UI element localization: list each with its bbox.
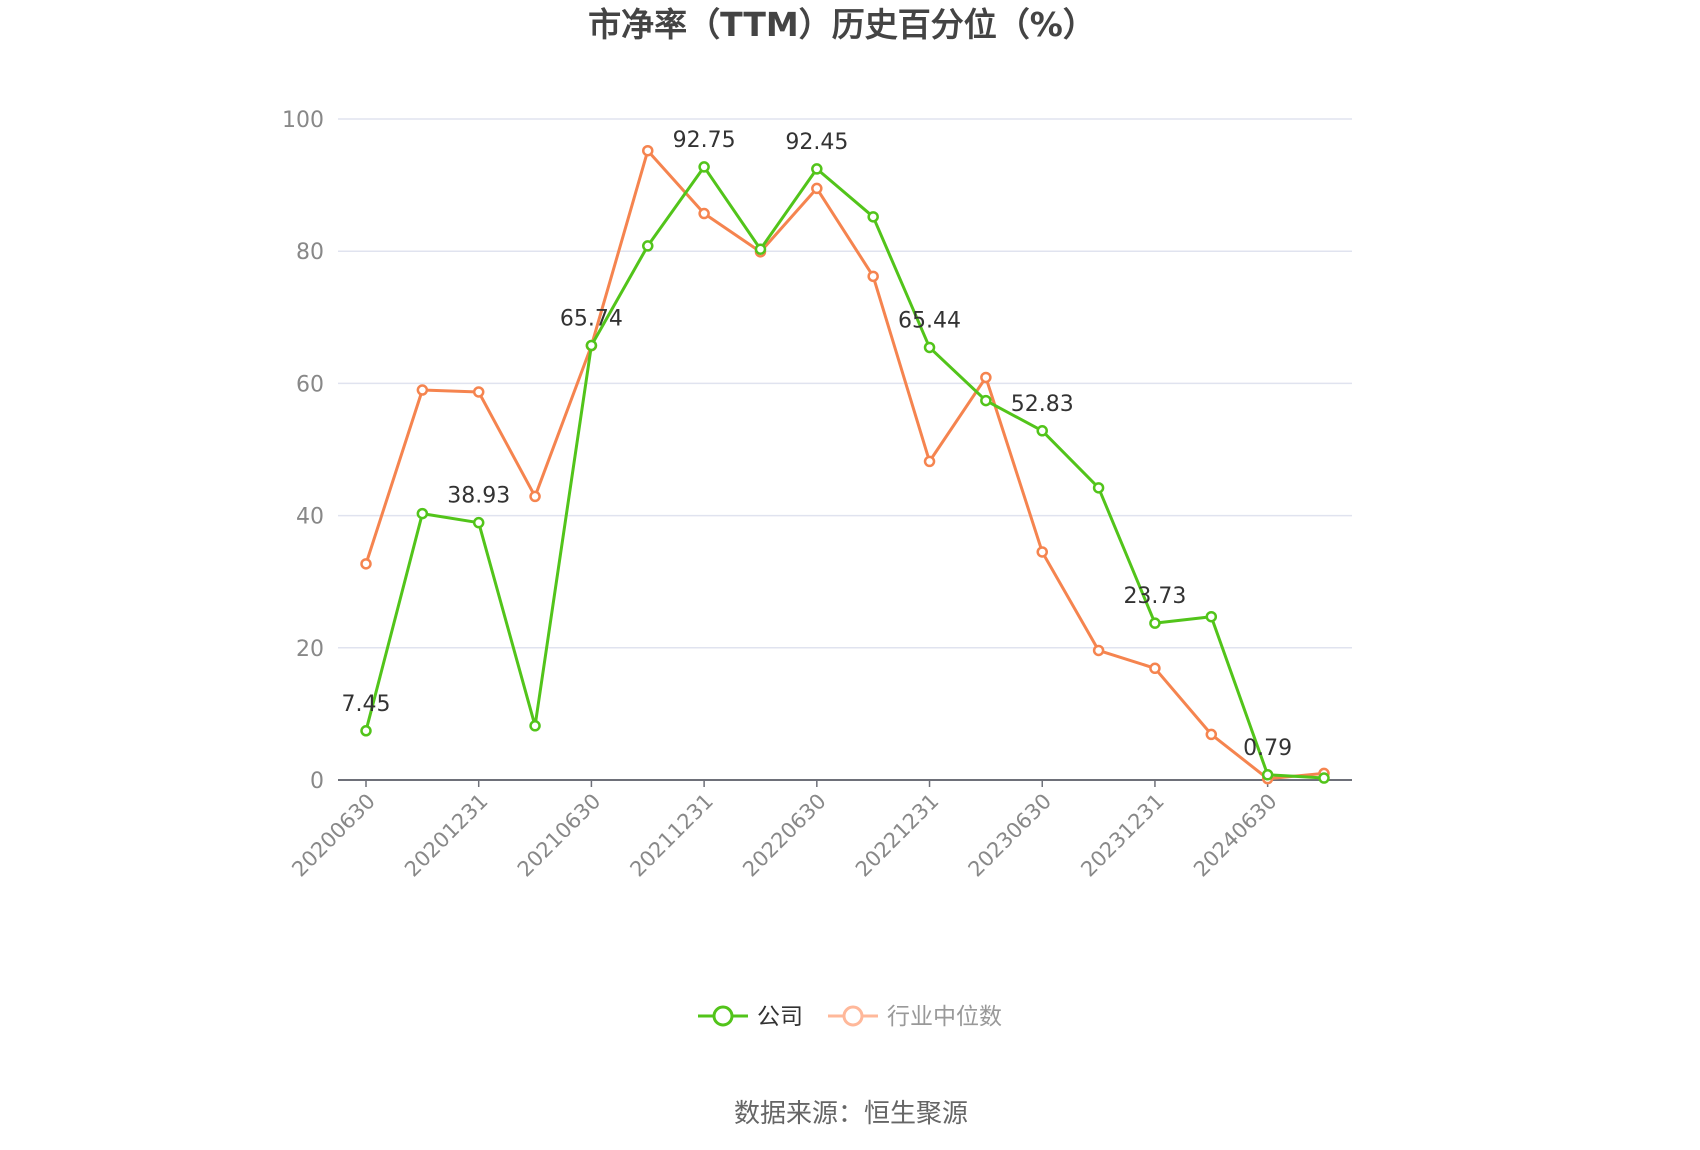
x-tick-label: 20200630 bbox=[287, 789, 380, 882]
company-point bbox=[1092, 482, 1105, 494]
x-tick-label: 20221231 bbox=[851, 789, 944, 882]
y-tick-label: 0 bbox=[310, 769, 324, 794]
x-tick-label: 20230630 bbox=[964, 789, 1057, 882]
legend-company-icon bbox=[712, 1005, 734, 1027]
grid bbox=[338, 118, 1352, 649]
industry-point bbox=[529, 490, 541, 503]
legend-company-label: 公司 bbox=[757, 1004, 803, 1030]
data-label: 92.75 bbox=[673, 128, 736, 153]
data-label: 0.79 bbox=[1243, 736, 1292, 761]
data-label: 92.45 bbox=[785, 130, 848, 155]
legend-industry-icon bbox=[842, 1005, 864, 1027]
y-axis: 0 20 40 60 80 100 bbox=[282, 108, 324, 794]
series-lines bbox=[360, 144, 1330, 785]
company-point bbox=[923, 341, 936, 354]
y-tick-label: 80 bbox=[296, 240, 324, 265]
industry-point bbox=[867, 270, 879, 283]
industry-point bbox=[642, 144, 654, 157]
company-line bbox=[364, 165, 1325, 780]
industry-point bbox=[1149, 662, 1161, 675]
data-source: 数据来源：恒生聚源 bbox=[734, 1099, 968, 1129]
company-point bbox=[472, 516, 485, 529]
company-point bbox=[811, 163, 823, 175]
company-point bbox=[698, 161, 710, 173]
company-point bbox=[980, 394, 992, 407]
company-point bbox=[1036, 425, 1048, 437]
industry-point bbox=[1036, 546, 1048, 558]
data-label: 65.74 bbox=[560, 306, 623, 331]
data-label: 7.45 bbox=[342, 692, 391, 717]
data-label: 38.93 bbox=[447, 484, 510, 509]
x-tick-label: 20211231 bbox=[625, 789, 718, 882]
data-label: 23.73 bbox=[1123, 584, 1186, 609]
chart-title: 市净率（TTM）历史百分位（%） bbox=[588, 5, 1096, 44]
industry-point bbox=[360, 558, 372, 570]
industry-point bbox=[811, 182, 823, 195]
industry-point bbox=[698, 207, 710, 220]
company-point bbox=[754, 243, 767, 255]
company-point bbox=[416, 507, 429, 520]
company-point bbox=[1149, 617, 1161, 629]
y-tick-label: 20 bbox=[296, 637, 324, 662]
company-point bbox=[1205, 610, 1218, 623]
company-point bbox=[360, 725, 372, 737]
industry-point bbox=[472, 386, 485, 398]
company-point bbox=[867, 211, 879, 223]
legend-item-industry[interactable]: 行业中位数 bbox=[828, 1004, 1002, 1030]
company-point bbox=[642, 240, 654, 252]
y-tick-label: 60 bbox=[296, 372, 324, 397]
industry-point bbox=[1092, 644, 1105, 657]
industry-point bbox=[980, 371, 992, 384]
company-point bbox=[585, 339, 598, 352]
x-tick-label: 20210630 bbox=[513, 789, 606, 882]
x-axis: 20200630 20201231 20210630 20211231 20220630… bbox=[287, 779, 1352, 882]
industry-point bbox=[923, 455, 936, 468]
data-label: 65.44 bbox=[898, 308, 961, 333]
industry-point bbox=[416, 384, 429, 396]
x-tick-label: 20240630 bbox=[1189, 789, 1282, 882]
industry-line bbox=[364, 149, 1325, 781]
data-label: 52.83 bbox=[1011, 392, 1074, 417]
company-point bbox=[1261, 769, 1274, 781]
legend-industry-label: 行业中位数 bbox=[887, 1004, 1002, 1030]
y-tick-label: 100 bbox=[282, 108, 324, 133]
company-point bbox=[529, 720, 541, 732]
y-tick-label: 40 bbox=[296, 505, 324, 530]
x-tick-label: 20231231 bbox=[1076, 789, 1169, 882]
legend-item-company[interactable]: 公司 bbox=[698, 1004, 803, 1030]
company-point bbox=[1318, 772, 1330, 784]
industry-point bbox=[1205, 728, 1218, 741]
data-labels: 7.45 38.93 65.74 92.75 92.45 65.44 52.83 23.73 0… bbox=[342, 128, 1293, 761]
x-tick-label: 20220630 bbox=[738, 789, 831, 882]
x-tick-label: 20201231 bbox=[400, 789, 493, 882]
